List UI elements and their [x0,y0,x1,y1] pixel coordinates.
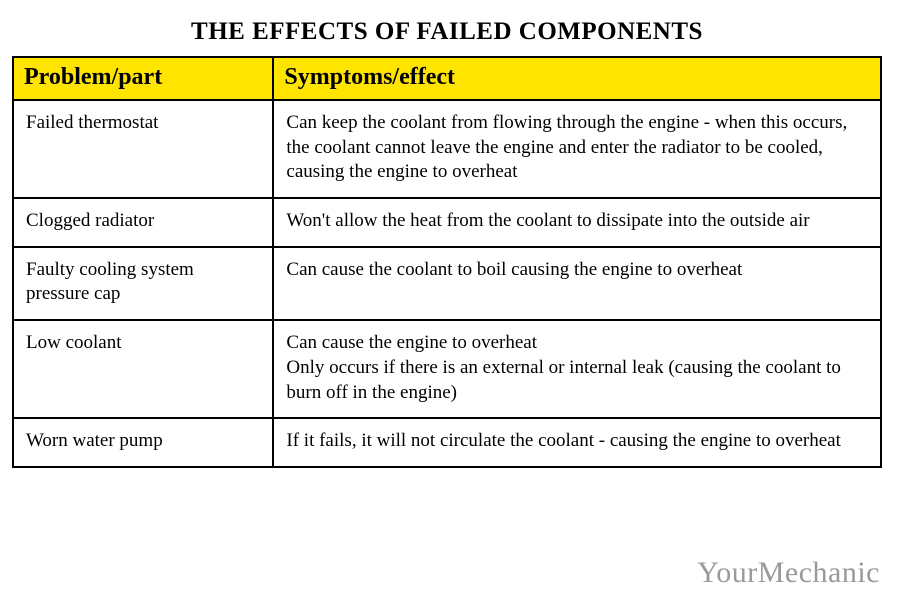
cell-problem: Clogged radiator [13,198,273,247]
cell-problem: Failed thermostat [13,100,273,198]
table-row: Clogged radiator Won't allow the heat fr… [13,198,881,247]
cell-problem: Faulty cooling system pressure cap [13,247,273,320]
table-row: Failed thermostat Can keep the coolant f… [13,100,881,198]
cell-symptom: If it fails, it will not circulate the c… [273,418,881,467]
document-page: THE EFFECTS OF FAILED COMPONENTS Problem… [0,0,898,468]
table-row: Faulty cooling system pressure cap Can c… [13,247,881,320]
watermark-logo: YourMechanic [697,556,880,590]
cell-problem: Worn water pump [13,418,273,467]
cell-symptom: Can keep the coolant from flowing throug… [273,100,881,198]
cell-problem: Low coolant [13,320,273,418]
cell-symptom: Can cause the engine to overheatOnly occ… [273,320,881,418]
table-body: Failed thermostat Can keep the coolant f… [13,100,881,467]
table-row: Low coolant Can cause the engine to over… [13,320,881,418]
effects-table: Problem/part Symptoms/effect Failed ther… [12,56,882,468]
cell-symptom: Can cause the coolant to boil causing th… [273,247,881,320]
page-title: THE EFFECTS OF FAILED COMPONENTS [12,18,882,46]
col-header-symptom: Symptoms/effect [273,57,881,100]
cell-symptom: Won't allow the heat from the coolant to… [273,198,881,247]
col-header-problem: Problem/part [13,57,273,100]
table-header-row: Problem/part Symptoms/effect [13,57,881,100]
table-row: Worn water pump If it fails, it will not… [13,418,881,467]
